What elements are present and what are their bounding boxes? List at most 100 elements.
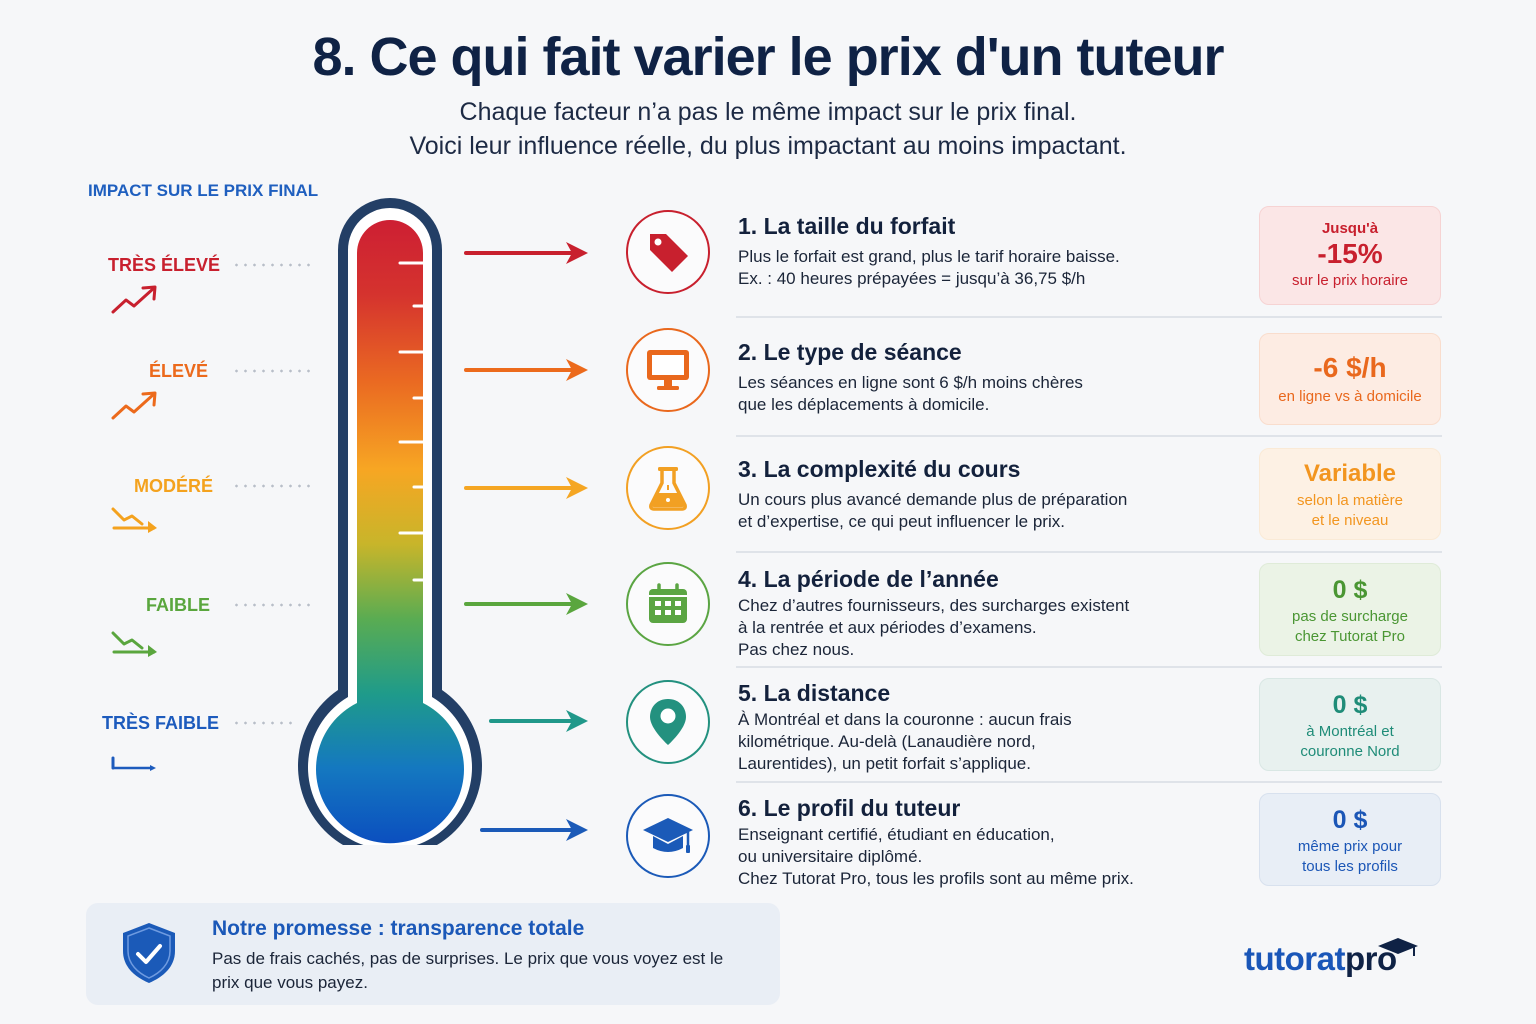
- factor-6-icon-badge: [626, 794, 710, 878]
- factor-description-line: et d’expertise, ce qui peut influencer l…: [738, 512, 1065, 531]
- factor-title: 3. La complexité du cours: [738, 456, 1021, 482]
- factor-4: 4. La période de l’année Chez d’autres f…: [738, 566, 1129, 661]
- trend-up-icon: [111, 285, 157, 314]
- impact-badge-4: 0 $ pas de surcharge chez Tutorat Pro: [1259, 563, 1441, 656]
- factor-description-line: Chez d’autres fournisseurs, des surcharg…: [738, 596, 1130, 615]
- factor-4-icon-badge: [626, 562, 710, 646]
- shield-check-icon: [123, 923, 175, 983]
- factor-description-line: à la rentrée et aux périodes d’examens.: [738, 618, 1037, 637]
- badge-caption-line: selon la matière: [1297, 492, 1403, 509]
- dotted-leader: [232, 263, 316, 267]
- factor-description-line: À Montréal et dans la couronne : aucun f…: [738, 710, 1072, 729]
- level-label: FAIBLE: [145, 595, 210, 615]
- arrow-to-factor-6: [480, 819, 588, 841]
- subtitle-line-2: Voici leur influence réelle, du plus imp…: [409, 132, 1127, 160]
- factor-description-line: que les déplacements à domicile.: [738, 395, 990, 414]
- dotted-leader: [232, 484, 316, 488]
- badge-value: 0 $: [1332, 805, 1368, 834]
- row-divider: [736, 781, 1442, 783]
- trend-down-icon: [111, 507, 157, 533]
- factor-title: 1. La taille du forfait: [738, 213, 956, 239]
- impact-scale-heading: IMPACT SUR LE PRIX FINAL: [88, 181, 319, 200]
- arrow-to-factor-4: [464, 593, 588, 615]
- badge-caption-line: à Montréal et: [1306, 722, 1394, 740]
- arrow-to-factor-5: [489, 710, 588, 732]
- factor-6: 6. Le profil du tuteur Enseignant certif…: [738, 795, 1134, 890]
- factor-2: 2. Le type de séance Les séances en lign…: [738, 339, 1083, 416]
- logo-graduation-cap-icon: [1378, 938, 1418, 956]
- badge-caption-line: couronne Nord: [1300, 742, 1400, 760]
- badge-value: 0 $: [1332, 575, 1368, 604]
- level-label: MODÉRÉ: [133, 476, 213, 496]
- tutoratpro-logo: tutoratpro: [1244, 940, 1397, 978]
- badge-caption-line: tous les profils: [1302, 857, 1398, 875]
- impact-badge-3: Variable selon la matière et le niveau: [1259, 448, 1441, 540]
- impact-badge-5: 0 $ à Montréal et couronne Nord: [1259, 678, 1441, 771]
- factor-1-icon-badge: [626, 210, 710, 294]
- page-title: 8. Ce qui fait varier le prix d'un tuteu…: [312, 27, 1224, 87]
- badge-caption-line: chez Tutorat Pro: [1294, 627, 1406, 645]
- factor-1: 1. La taille du forfait Plus le forfait …: [738, 213, 1120, 290]
- transparency-promise-box: Notre promesse : transparence totale Pas…: [86, 903, 780, 1005]
- trend-up-icon: [111, 391, 157, 420]
- badge-value: Variable: [1303, 460, 1397, 487]
- factor-description-line: Laurentides), un petit forfait s’appliqu…: [738, 754, 1031, 773]
- impact-badge-2: -6 $/h en ligne vs à domicile: [1259, 333, 1441, 425]
- row-divider: [736, 316, 1442, 318]
- row-divider: [736, 551, 1442, 553]
- factor-description-line: Les séances en ligne sont 6 $/h moins ch…: [738, 373, 1083, 392]
- badge-value: -6 $/h: [1313, 352, 1387, 383]
- factor-description-line: Un cours plus avancé demande plus de pré…: [738, 490, 1128, 509]
- factor-5: 5. La distance À Montréal et dans la cou…: [738, 680, 1072, 775]
- dotted-leader: [232, 369, 316, 373]
- flask-icon: [649, 467, 687, 511]
- factor-5-icon-badge: [626, 680, 710, 764]
- factor-title: 6. Le profil du tuteur: [738, 795, 961, 821]
- badge-caption-line: même prix pour: [1297, 837, 1403, 855]
- calendar-icon: [649, 583, 687, 623]
- factor-title: 5. La distance: [738, 680, 891, 706]
- graduation-cap-icon: [643, 818, 693, 853]
- badge-caption-line: et le niveau: [1311, 512, 1389, 529]
- factor-description-line: Enseignant certifié, étudiant en éducati…: [738, 825, 1055, 844]
- arrow-to-factor-2: [464, 359, 588, 381]
- map-pin-icon: [650, 699, 686, 745]
- flat-line-icon: [111, 756, 156, 771]
- factor-2-icon-badge: [626, 328, 710, 412]
- badge-caption: en ligne vs à domicile: [1278, 388, 1422, 405]
- factor-description-line: ou universitaire diplômé.: [738, 847, 923, 866]
- factor-description-line: Chez Tutorat Pro, tous les profils sont …: [738, 869, 1134, 888]
- factor-description-line: Plus le forfait est grand, plus le tarif…: [738, 247, 1120, 266]
- factor-3: 3. La complexité du cours Un cours plus …: [738, 456, 1127, 533]
- factor-title: 4. La période de l’année: [738, 566, 999, 592]
- level-label: TRÈS ÉLEVÉ: [107, 255, 220, 275]
- factor-description-line: Ex. : 40 heures prépayées = jusqu’à 36,7…: [738, 269, 1086, 288]
- trend-down-icon: [111, 631, 157, 657]
- badge-prefix: Jusqu'à: [1321, 220, 1379, 237]
- factor-description-line: Pas chez nous.: [738, 640, 855, 659]
- row-divider: [736, 435, 1442, 437]
- level-label: ÉLEVÉ: [148, 361, 208, 381]
- monitor-icon: [647, 350, 689, 390]
- arrow-to-factor-1: [464, 242, 588, 264]
- factor-title: 2. Le type de séance: [738, 339, 962, 365]
- badge-caption-line: pas de surcharge: [1292, 607, 1408, 625]
- dotted-leader: [232, 603, 316, 607]
- badge-value: -15%: [1317, 238, 1383, 269]
- thermometer-graphic: [298, 198, 482, 845]
- logo-text-tutorat: tutorat: [1244, 940, 1345, 977]
- promise-text: Pas de frais cachés, pas de surprises. L…: [212, 949, 724, 992]
- row-divider: [736, 666, 1442, 668]
- impact-badge-6: 0 $ même prix pour tous les profils: [1259, 793, 1441, 886]
- factor-description-line: kilométrique. Au-delà (Lanaudière nord,: [738, 732, 1036, 751]
- arrow-to-factor-3: [464, 477, 588, 499]
- badge-caption: sur le prix horaire: [1292, 272, 1408, 289]
- subtitle-line-1: Chaque facteur n’a pas le même impact su…: [459, 98, 1077, 126]
- dotted-leader: [232, 721, 292, 725]
- impact-badge-1: Jusqu'à -15% sur le prix horaire: [1259, 206, 1441, 305]
- badge-value: 0 $: [1332, 690, 1368, 719]
- level-label: TRÈS FAIBLE: [101, 713, 219, 733]
- factor-3-icon-badge: [626, 446, 710, 530]
- promise-title: Notre promesse : transparence totale: [212, 917, 585, 940]
- price-tag-icon: [650, 234, 688, 272]
